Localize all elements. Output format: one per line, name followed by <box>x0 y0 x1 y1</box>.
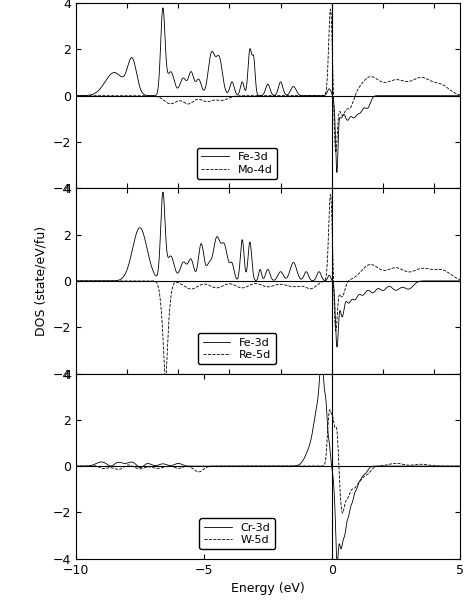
Fe-3d <box>457 92 463 99</box>
Fe-3d <box>260 274 265 281</box>
Re-5d <box>328 191 333 198</box>
W-5d <box>446 462 452 470</box>
Fe-3d <box>92 277 98 284</box>
Mo-4d <box>92 92 98 99</box>
Legend: Fe-3d, Re-5d: Fe-3d, Re-5d <box>198 333 276 364</box>
Re-5d <box>376 265 382 272</box>
Re-5d <box>73 277 79 284</box>
Fe-3d <box>160 4 166 12</box>
Fe-3d <box>376 285 382 292</box>
Fe-3d <box>260 91 265 99</box>
Fe-3d <box>334 169 340 176</box>
W-5d <box>446 462 452 470</box>
Legend: Fe-3d, Mo-4d: Fe-3d, Mo-4d <box>197 148 277 179</box>
Mo-4d <box>328 6 333 13</box>
W-5d <box>340 510 346 517</box>
Cr-3d <box>319 354 324 362</box>
Line: Mo-4d: Mo-4d <box>76 9 460 152</box>
Cr-3d <box>446 462 452 470</box>
W-5d <box>92 462 98 470</box>
Fe-3d <box>446 92 452 99</box>
Re-5d <box>163 376 168 383</box>
Fe-3d <box>446 277 452 284</box>
Line: W-5d: W-5d <box>76 410 460 513</box>
Cr-3d <box>334 559 340 566</box>
Cr-3d <box>457 462 463 470</box>
Re-5d <box>446 270 452 277</box>
Fe-3d <box>446 277 452 284</box>
Cr-3d <box>249 462 255 470</box>
Re-5d <box>250 281 255 288</box>
Fe-3d <box>446 92 452 99</box>
W-5d <box>457 462 463 470</box>
W-5d <box>376 462 382 470</box>
Mo-4d <box>446 85 452 93</box>
Cr-3d <box>376 462 382 470</box>
X-axis label: Energy (eV): Energy (eV) <box>231 582 305 595</box>
Fe-3d <box>376 92 382 99</box>
Mo-4d <box>446 85 452 93</box>
Fe-3d <box>160 188 166 196</box>
Cr-3d <box>446 462 452 470</box>
W-5d <box>249 462 255 470</box>
Line: Fe-3d: Fe-3d <box>76 8 460 173</box>
Mo-4d <box>333 149 338 156</box>
Fe-3d <box>73 92 79 99</box>
Fe-3d <box>73 277 79 284</box>
Fe-3d <box>457 277 463 284</box>
Mo-4d <box>249 92 255 99</box>
W-5d <box>260 462 265 470</box>
Line: Cr-3d: Cr-3d <box>76 358 460 562</box>
Re-5d <box>260 282 265 289</box>
Line: Fe-3d: Fe-3d <box>76 192 460 347</box>
Mo-4d <box>73 92 79 99</box>
Mo-4d <box>260 92 265 99</box>
Re-5d <box>92 277 98 284</box>
Y-axis label: DOS (state/eV/fu): DOS (state/eV/fu) <box>34 226 47 336</box>
W-5d <box>327 406 333 413</box>
Re-5d <box>457 276 463 284</box>
Legend: Cr-3d, W-5d: Cr-3d, W-5d <box>200 518 275 550</box>
Line: Re-5d: Re-5d <box>76 195 460 379</box>
Mo-4d <box>457 91 463 99</box>
Fe-3d <box>92 89 98 96</box>
Mo-4d <box>376 77 382 84</box>
Fe-3d <box>250 263 255 271</box>
Cr-3d <box>260 462 265 470</box>
Cr-3d <box>73 462 79 470</box>
Fe-3d <box>334 343 340 351</box>
Fe-3d <box>250 52 255 59</box>
W-5d <box>73 462 79 470</box>
Cr-3d <box>92 460 98 467</box>
Re-5d <box>446 270 452 277</box>
